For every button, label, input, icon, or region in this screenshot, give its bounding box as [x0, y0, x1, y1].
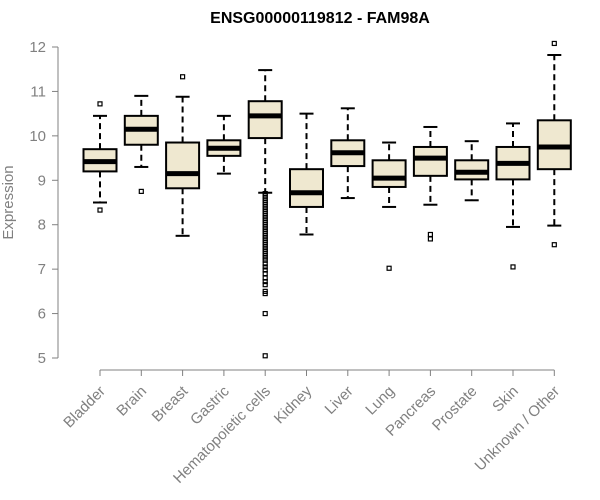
x-tick-label: Liver	[322, 383, 357, 418]
box-kidney	[289, 112, 324, 236]
y-tick-label: 9	[38, 172, 46, 189]
y-tick-label: 10	[29, 128, 46, 145]
iqr-box	[247, 100, 283, 140]
y-tick-label: 12	[29, 39, 46, 56]
outlier-point	[262, 310, 268, 317]
chart-title: ENSG00000119812 - FAM98A	[210, 10, 430, 27]
iqr-box	[371, 159, 407, 188]
box-hematopoietic-cells	[247, 69, 283, 359]
outlier-point	[180, 74, 186, 80]
outlier-point	[427, 236, 433, 242]
outlier-point	[386, 265, 392, 271]
outlier-point	[510, 264, 516, 270]
box-unknown-other	[536, 40, 572, 248]
outlier-point	[262, 290, 268, 297]
y-tick-label: 6	[38, 306, 46, 323]
box-brain	[123, 94, 159, 194]
box-pancreas	[412, 125, 448, 242]
x-tick-label: Skin	[489, 383, 522, 416]
y-tick-label: 7	[38, 261, 46, 278]
outlier-point	[262, 278, 268, 285]
x-tick-label: Breast	[149, 382, 192, 425]
x-tick-label: Brain	[113, 383, 150, 420]
iqr-box	[289, 168, 324, 208]
outlier-point	[97, 207, 103, 213]
box-prostate	[454, 140, 490, 202]
outlier-point	[551, 242, 557, 248]
box-liver	[330, 107, 366, 200]
y-tick-label: 11	[30, 83, 46, 100]
iqr-box	[165, 141, 201, 190]
box-skin	[495, 122, 531, 270]
outlier-point	[97, 101, 103, 107]
y-tick-label: 5	[38, 350, 46, 367]
outlier-point	[427, 231, 433, 238]
x-tick-label: Bladder	[60, 383, 109, 432]
outlier-point	[551, 40, 557, 47]
box-gastric	[206, 114, 242, 175]
outlier-point	[262, 353, 268, 359]
x-tick-label: Prostate	[429, 383, 481, 435]
iqr-box	[412, 145, 448, 177]
box-breast	[165, 74, 201, 237]
x-tick-label: Kidney	[271, 382, 316, 427]
outlier-point	[262, 282, 268, 288]
box-bladder	[82, 101, 118, 213]
box-lung	[371, 141, 407, 271]
outlier-point	[262, 264, 268, 270]
y-axis: 5 6 7 8 9 10 11 12	[29, 39, 59, 367]
y-axis-label: Expression	[0, 165, 17, 239]
y-tick-label: 8	[38, 217, 46, 234]
outlier-point	[138, 188, 144, 194]
plot-area	[82, 40, 572, 359]
outlier-point	[262, 261, 268, 267]
x-tick-label: Lung	[362, 383, 398, 419]
